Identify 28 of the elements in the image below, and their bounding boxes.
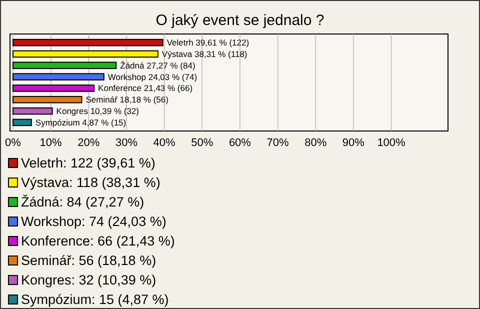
chart-title: O jaký event se jednalo ? bbox=[156, 12, 324, 29]
x-tick-label: 0% bbox=[5, 137, 22, 149]
legend-label: Žádná: 84 (27,27 %) bbox=[21, 194, 144, 210]
x-tick-label: 40% bbox=[153, 137, 176, 149]
data-label: Seminář 18,18 % (56) bbox=[86, 94, 169, 105]
legend-label: Výstava: 118 (38,31 %) bbox=[21, 175, 160, 190]
data-label: Žádná 27,27 % (84) bbox=[120, 60, 196, 70]
data-label: Výstava 38,31 % (118) bbox=[162, 48, 248, 59]
legend-label: Konference: 66 (21,43 %) bbox=[21, 234, 175, 249]
x-tick-label: 100% bbox=[377, 137, 406, 149]
x-tick-label: 30% bbox=[115, 137, 138, 149]
legend-label: Seminář: 56 (18,18 %) bbox=[21, 253, 156, 268]
data-label: Sympózium 4,87 % (15) bbox=[35, 117, 126, 128]
x-tick-label: 20% bbox=[78, 137, 100, 149]
x-tick-label: 10% bbox=[40, 137, 62, 149]
legend-label: Kongres: 32 (10,39 %) bbox=[21, 272, 156, 288]
legend-label: Workshop: 74 (24,03 %) bbox=[21, 214, 166, 230]
x-tick-label: 70% bbox=[266, 137, 289, 149]
legend-label: Sympózium: 15 (4,87 %) bbox=[21, 292, 169, 308]
data-label: Veletrh 39,61 % (122) bbox=[166, 38, 250, 48]
x-tick-label: 90% bbox=[342, 137, 365, 149]
x-tick-label: 60% bbox=[228, 137, 252, 149]
x-tick-label: 50% bbox=[191, 137, 214, 149]
data-label: Konference 21,43 % (66) bbox=[98, 83, 193, 94]
data-label: Kongres 10,39 % (32) bbox=[56, 106, 140, 116]
x-tick-label: 80% bbox=[304, 137, 327, 149]
data-label: Workshop 24,03 % (74) bbox=[108, 72, 198, 82]
legend-label: Veletrh: 122 (39,61 %) bbox=[21, 156, 156, 171]
